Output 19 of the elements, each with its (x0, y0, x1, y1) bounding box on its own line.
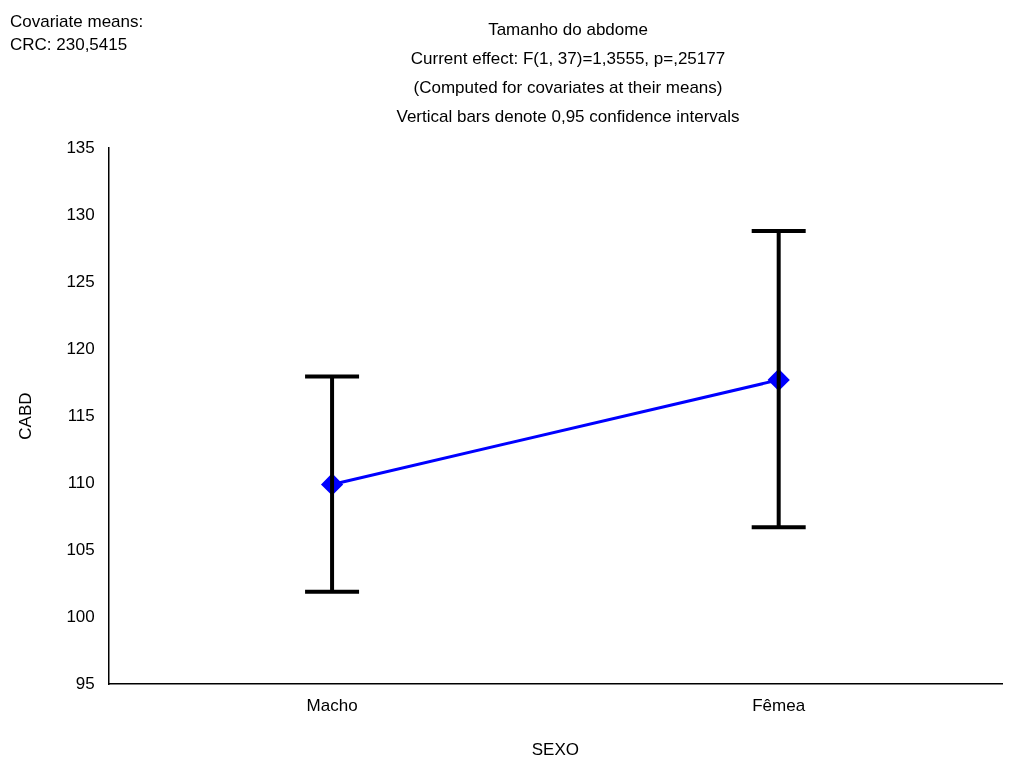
y-tick-label: 130 (66, 204, 95, 224)
x-tick-label: Fêmea (752, 696, 806, 716)
x-axis-title: SEXO (531, 740, 580, 760)
chart-title: Tamanho do abdome (488, 19, 648, 39)
y-tick-label: 115 (67, 405, 95, 425)
text: Vertical bars denote 0,95 confidence intervals (396, 106, 740, 126)
y-tick-label: 120 (66, 338, 95, 358)
y-tick-label: 110 (67, 472, 95, 492)
y-tick-label: 135 (66, 137, 95, 157)
x-tick-label: Macho (306, 696, 358, 716)
text: Covariate means: (10, 11, 144, 31)
y-tick-label: 100 (66, 606, 95, 626)
text: CRC: 230,5415 (10, 34, 128, 54)
y-tick-label: 95 (75, 673, 95, 693)
y-tick-label: 105 (66, 539, 95, 559)
text: (Computed for covariates at their means) (413, 77, 723, 97)
y-axis-title: CABD (15, 392, 35, 440)
chart-subtitle: Current effect: F(1, 37)=1,3555, p=,25177 (410, 48, 726, 68)
y-tick-label: 125 (66, 271, 95, 291)
